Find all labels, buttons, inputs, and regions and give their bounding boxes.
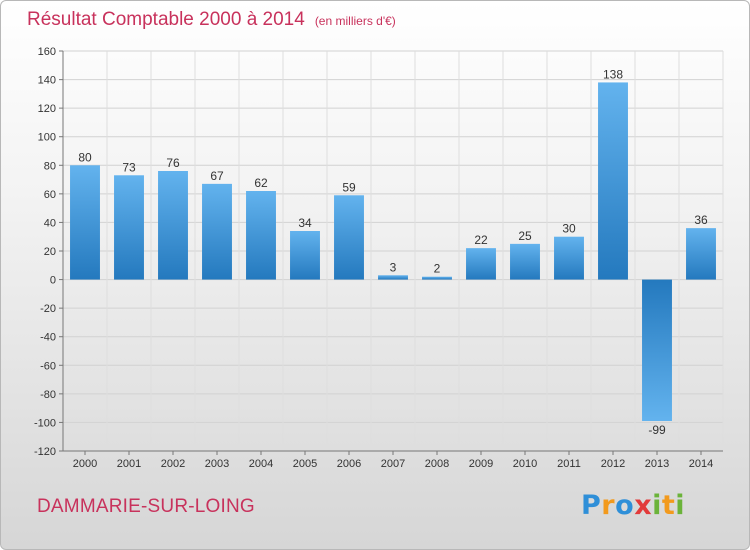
logo-letter: t [661, 490, 676, 521]
bar [378, 275, 408, 280]
bar [334, 195, 364, 280]
proxiti-logo: Proxiti [581, 490, 685, 521]
data-label: 62 [254, 176, 268, 190]
x-tick-label: 2013 [645, 458, 669, 470]
y-tick-label: -20 [40, 303, 56, 315]
x-tick-label: 2002 [161, 458, 185, 470]
x-tick-label: 2011 [557, 458, 581, 470]
logo-letter: i [675, 490, 686, 521]
y-tick-label: 140 [38, 75, 56, 87]
data-label: 59 [342, 180, 356, 194]
data-label: 67 [210, 169, 224, 183]
chart-title: Résultat Comptable 2000 à 2014 [27, 9, 305, 30]
y-tick-label: 80 [44, 160, 56, 172]
bar [466, 248, 496, 280]
y-tick-label: 60 [44, 189, 56, 201]
data-label: 76 [166, 156, 180, 170]
logo-letter: o [615, 490, 635, 521]
bar [158, 171, 188, 280]
data-label: 73 [122, 160, 136, 174]
logo-letter: x [634, 490, 653, 521]
data-label: -99 [648, 423, 666, 437]
y-tick-label: -80 [40, 389, 56, 401]
logo-letter: r [601, 490, 616, 521]
x-tick-label: 2005 [293, 458, 317, 470]
y-tick-label: 100 [38, 132, 56, 144]
data-label: 36 [694, 213, 708, 227]
x-tick-label: 2014 [689, 458, 713, 470]
y-tick-label: 120 [38, 103, 56, 115]
data-label: 138 [603, 67, 623, 81]
y-tick-label: -60 [40, 360, 56, 372]
y-tick-label: 160 [38, 46, 56, 58]
bar [642, 279, 672, 421]
data-label: 2 [434, 262, 441, 276]
bar [554, 236, 584, 280]
y-tick-label: 40 [44, 217, 56, 229]
x-tick-label: 2010 [513, 458, 537, 470]
x-tick-label: 2003 [205, 458, 229, 470]
bar [246, 191, 276, 280]
bar [202, 183, 232, 280]
y-tick-label: -120 [34, 446, 56, 458]
x-tick-label: 2007 [381, 458, 405, 470]
x-tick-label: 2008 [425, 458, 449, 470]
x-tick-label: 2012 [601, 458, 625, 470]
logo-letter: i [652, 490, 662, 521]
y-tick-label: -100 [34, 417, 56, 429]
logo-letter: P [581, 490, 602, 521]
bar [686, 228, 716, 280]
data-label: 3 [390, 260, 397, 274]
x-tick-label: 2009 [469, 458, 493, 470]
data-label: 25 [518, 229, 532, 243]
x-tick-label: 2001 [117, 458, 141, 470]
bar [510, 243, 540, 280]
chart-title-block: Résultat Comptable 2000 à 2014 (en millie… [27, 9, 396, 31]
bar-chart: -120 -100 -80 -60 -40 -20 0 20 40 60 80 100 120 140 16… [34, 46, 724, 470]
bar [422, 276, 452, 280]
y-tick-label: -40 [40, 332, 56, 344]
bar [70, 165, 100, 280]
x-tick-label: 2006 [337, 458, 361, 470]
data-label: 30 [562, 222, 576, 236]
town-name: DAMMARIE-SUR-LOING [37, 496, 255, 517]
y-tick-label: 0 [50, 275, 56, 287]
chart-subtitle: (en milliers d'€) [314, 14, 396, 28]
x-tick-label: 2000 [73, 458, 97, 470]
data-label: 22 [474, 233, 488, 247]
bar [290, 231, 320, 280]
data-label: 80 [78, 150, 92, 164]
bar [114, 175, 144, 280]
data-label: 34 [298, 216, 312, 230]
y-tick-label: 20 [44, 246, 56, 258]
x-tick-label: 2004 [249, 458, 273, 470]
bar [598, 82, 628, 280]
